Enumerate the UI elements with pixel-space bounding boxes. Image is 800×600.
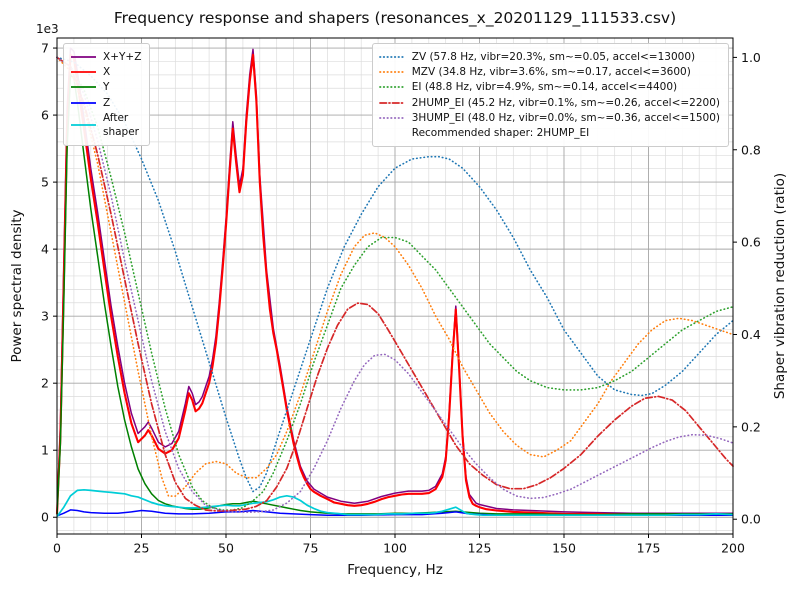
x-tick-label: 125 <box>468 541 492 556</box>
legend-item: Y <box>70 80 141 94</box>
y-right-tick-label: 1.0 <box>741 50 761 65</box>
legend-line-sample <box>71 86 96 89</box>
series-x-line <box>55 53 733 516</box>
legend-item: 2HUMP_EI (45.2 Hz, vibr=0.1%, sm~=0.26, … <box>378 96 720 110</box>
y-left-tick-label: 1 <box>41 443 49 458</box>
legend-psd: X+Y+Z X Y Z After shaper <box>63 43 151 147</box>
x-tick-label: 100 <box>383 541 407 556</box>
y-right-tick-label: 0.4 <box>741 327 761 342</box>
legend-item: X+Y+Z <box>70 50 141 64</box>
legend-line-sample <box>71 56 96 58</box>
x-tick-label: 150 <box>552 541 576 556</box>
legend-line-sample <box>378 56 406 58</box>
series-mzv-34-8-hz-vibr-3-6-sm-0-17-accel-3600-line <box>56 56 734 497</box>
y-axis-offset-text: 1e3 <box>36 22 59 36</box>
series-after-shaper-line <box>56 488 734 518</box>
legend-item: 3HUMP_EI (48.0 Hz, vibr=0.0%, sm~=0.36, … <box>378 111 720 125</box>
y-left-tick-label: 4 <box>41 242 49 257</box>
y-left-tick-label: 2 <box>41 376 49 391</box>
legend-line-sample <box>378 116 406 119</box>
legend-item: ZV (57.8 Hz, vibr=20.3%, sm~=0.05, accel… <box>378 50 720 64</box>
legend-shapers: ZV (57.8 Hz, vibr=20.3%, sm~=0.05, accel… <box>371 43 729 148</box>
x-tick-label: 50 <box>218 541 234 556</box>
y-left-tick-label: 0 <box>41 510 49 525</box>
y-right-tick-label: 0.8 <box>741 142 761 157</box>
legend-item: After shaper <box>70 111 141 139</box>
legend-item: Recommended shaper: 2HUMP_EI <box>379 126 720 140</box>
y-left-tick-label: 6 <box>41 108 49 123</box>
legend-item: X <box>70 65 141 79</box>
y-right-tick-label: 0.0 <box>741 512 761 527</box>
legend-line-sample <box>71 123 96 126</box>
x-tick-label: 200 <box>721 541 745 556</box>
series-3hump-ei-48-0-hz-vibr-0-0-sm-0-36-accel-1500-line <box>56 56 734 514</box>
legend-item-label: Z <box>103 96 111 109</box>
legend-item-label: EI (48.8 Hz, vibr=4.9%, sm~=0.14, accel<… <box>411 81 678 94</box>
legend-item-label: ZV (57.8 Hz, vibr=20.3%, sm~=0.05, accel… <box>411 51 696 63</box>
legend-line-sample <box>379 127 406 139</box>
legend-item-label: After shaper <box>103 111 140 138</box>
y-axis-left-label: Power spectral density <box>9 209 25 363</box>
series-2hump-ei-45-2-hz-vibr-0-1-sm-0-26-accel-2200-line <box>56 56 734 512</box>
legend-item-label: MZV (34.8 Hz, vibr=3.6%, sm~=0.17, accel… <box>411 66 691 79</box>
legend-line-sample <box>71 71 96 74</box>
legend-item: Z <box>70 96 141 110</box>
y-right-tick-label: 0.6 <box>741 235 761 250</box>
y-left-tick-label: 3 <box>41 309 49 324</box>
y-axis-right-label: Shaper vibration reduction (ratio) <box>772 172 788 400</box>
x-tick-label: 75 <box>303 541 319 556</box>
y-right-tick-label: 0.2 <box>741 419 761 434</box>
x-tick-label: 25 <box>134 541 150 556</box>
legend-item-label: Recommended shaper: 2HUMP_EI <box>411 126 590 139</box>
x-axis-label: Frequency, Hz <box>347 562 443 578</box>
legend-line-sample <box>71 101 96 104</box>
series-zv-57-8-hz-vibr-20-3-sm-0-05-accel-13000-line <box>56 56 734 493</box>
y-left-tick-label: 5 <box>41 175 49 190</box>
x-tick-label: 175 <box>637 541 661 556</box>
legend-line-sample <box>378 71 406 74</box>
legend-item-label: X+Y+Z <box>103 51 142 63</box>
legend-item-label: 3HUMP_EI (48.0 Hz, vibr=0.0%, sm~=0.36, … <box>411 111 720 124</box>
legend-item: EI (48.8 Hz, vibr=4.9%, sm~=0.14, accel<… <box>378 80 720 94</box>
legend-item-label: Y <box>103 81 110 94</box>
y-left-tick-label: 7 <box>41 41 49 56</box>
legend-line-sample <box>378 101 406 104</box>
legend-item-label: 2HUMP_EI (45.2 Hz, vibr=0.1%, sm~=0.26, … <box>411 96 720 109</box>
chart-title: Frequency response and shapers (resonanc… <box>113 9 677 27</box>
legend-item: MZV (34.8 Hz, vibr=3.6%, sm~=0.17, accel… <box>378 65 720 79</box>
x-tick-label: 0 <box>53 541 61 556</box>
legend-line-sample <box>378 86 406 89</box>
legend-item-label: X <box>103 66 111 79</box>
